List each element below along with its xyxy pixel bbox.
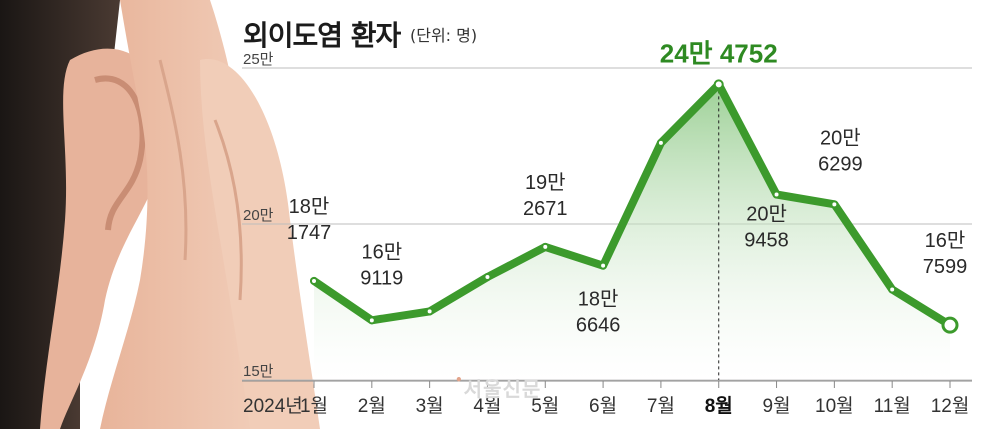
data-label: 9119: [360, 267, 403, 289]
data-point: [830, 200, 839, 209]
data-label: 18만: [578, 288, 619, 311]
data-point: [599, 261, 608, 270]
data-point: [367, 316, 376, 325]
data-point: [888, 285, 897, 294]
x-tick-label: 4월: [473, 395, 501, 417]
ear-hand-photo: [0, 0, 320, 429]
data-point: [483, 273, 492, 282]
data-point: [656, 138, 665, 147]
data-label: 20만: [746, 202, 787, 225]
x-tick-label: 12월: [931, 395, 970, 417]
data-label: 19만: [525, 171, 566, 194]
watermark: •서울신문: [455, 373, 542, 401]
data-label: 18만: [289, 195, 330, 218]
data-label: 1747: [287, 222, 332, 244]
data-label: 20만: [820, 126, 861, 149]
x-tick-label: 3월: [416, 395, 444, 417]
x-tick-label: 9월: [763, 395, 791, 417]
data-label: 6646: [576, 315, 621, 337]
x-tick-label: 11월: [874, 395, 911, 417]
x-tick-label: 10월: [815, 395, 854, 417]
watermark-text: 서울신문: [463, 377, 542, 401]
x-tick-label: 8월: [705, 395, 733, 417]
chart-title: 외이도염 환자: [243, 19, 401, 52]
data-label: 7599: [923, 256, 968, 278]
x-tick-label: 7월: [647, 395, 675, 417]
data-label: 16만: [361, 240, 402, 263]
data-label: 9458: [744, 229, 789, 251]
x-tick-label: 5월: [531, 395, 559, 417]
data-point: [425, 307, 434, 316]
x-tick-label: 2월: [358, 395, 386, 417]
series-line: [310, 80, 954, 330]
y-tick-label: 25만: [243, 51, 274, 68]
data-point: [772, 190, 781, 199]
data-point: [310, 276, 318, 285]
data-label: 2671: [523, 198, 568, 220]
unit-label: (단위: 명): [410, 26, 478, 45]
data-point: [541, 242, 550, 251]
year-label: 2024년: [243, 395, 303, 417]
data-point: [713, 79, 724, 90]
x-tick-label: 6월: [589, 395, 617, 417]
y-tick-label: 15만: [243, 363, 274, 380]
x-tick-label: 1월: [300, 395, 328, 417]
data-label: 16만: [925, 229, 966, 252]
area-fill: [314, 84, 950, 381]
y-tick-label: 20만: [243, 207, 274, 224]
data-label: 6299: [818, 153, 863, 175]
data-point: [941, 316, 959, 334]
data-label-peak: 24만 4752: [660, 38, 778, 68]
